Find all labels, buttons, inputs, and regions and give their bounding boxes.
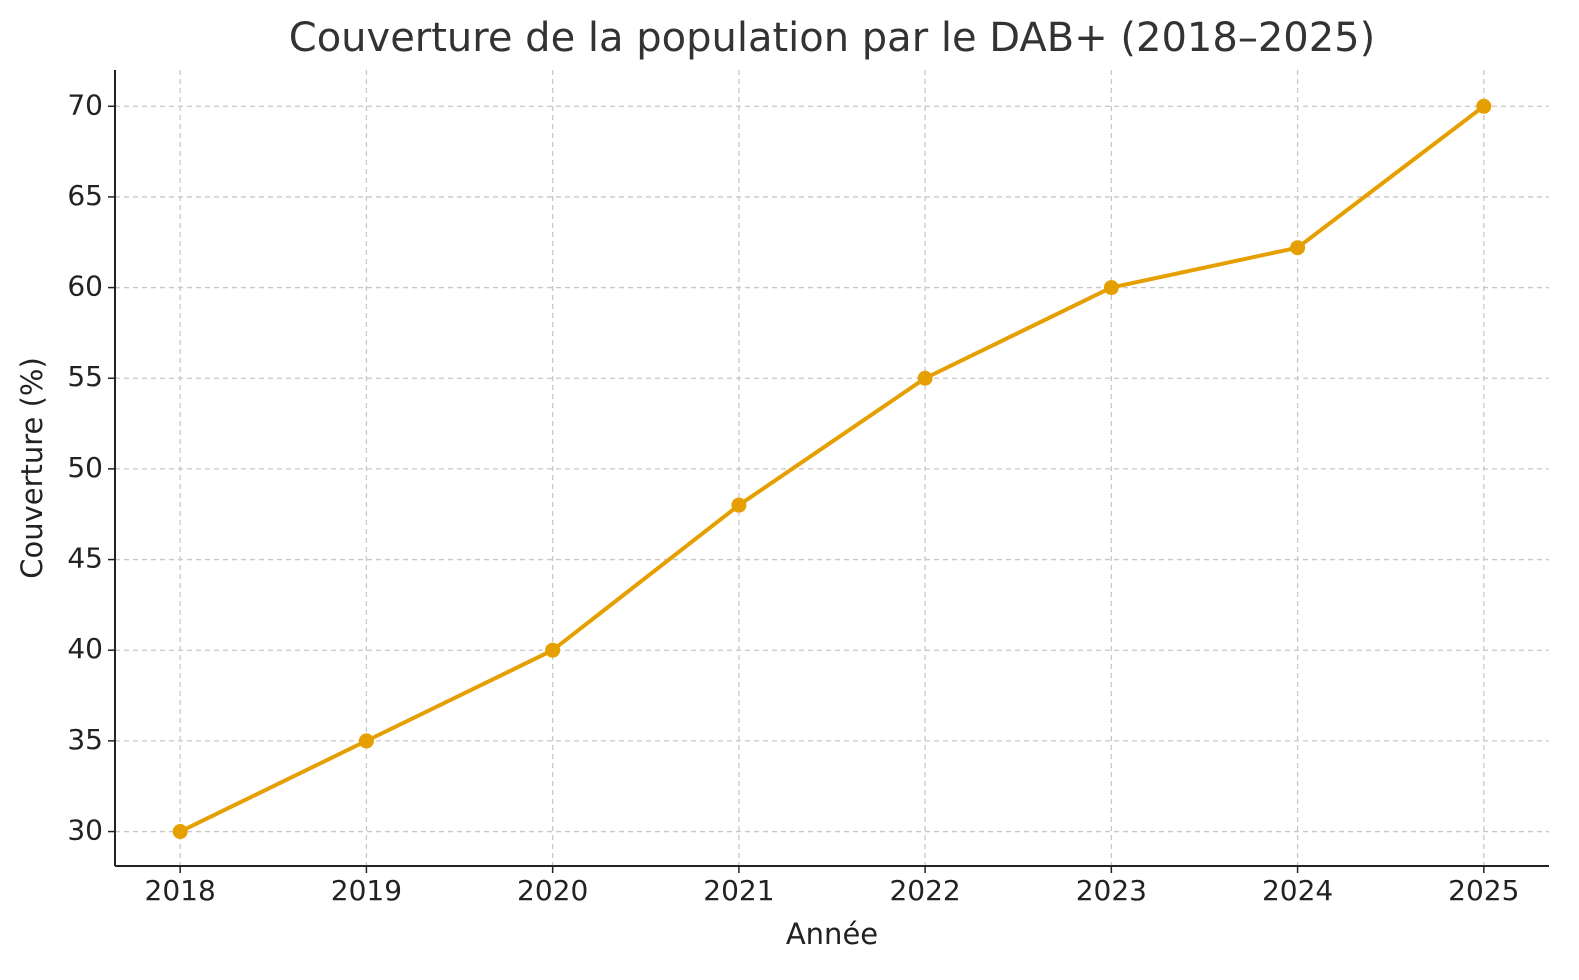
point: [1476, 98, 1492, 114]
line: [179, 104, 1486, 834]
x-tick-label: 2021: [703, 874, 774, 907]
point: [1290, 240, 1306, 256]
y-tick-label: 65: [67, 179, 103, 212]
y-tick-label: 45: [67, 542, 103, 575]
point: [1103, 280, 1119, 296]
y-tick-label: 30: [67, 814, 103, 847]
x-tick-label: 2019: [331, 874, 402, 907]
point: [917, 370, 933, 386]
y-tick-label: 40: [67, 632, 103, 665]
y-tick-label: 55: [67, 360, 103, 393]
y-tick-label: 35: [67, 723, 103, 756]
y-tick-label: 50: [67, 451, 103, 484]
x-tick-label: 2025: [1448, 874, 1519, 907]
chart-title: Couverture de la population par le DAB+ …: [289, 15, 1375, 61]
x-tick-label: 2023: [1076, 874, 1147, 907]
x-axis-label: Année: [786, 917, 878, 951]
y-tick-label: 60: [67, 270, 103, 303]
x-tick-label: 2022: [889, 874, 960, 907]
point: [172, 824, 188, 840]
point: [545, 642, 561, 658]
x-tick-label: 2020: [517, 874, 588, 907]
y-tick-label: 70: [67, 88, 103, 121]
x-tick-label: 2024: [1262, 874, 1333, 907]
x-tick-label: 2018: [145, 874, 216, 907]
point: [358, 733, 374, 749]
point: [731, 497, 747, 513]
y-axis-label: Couverture (%): [15, 357, 49, 579]
